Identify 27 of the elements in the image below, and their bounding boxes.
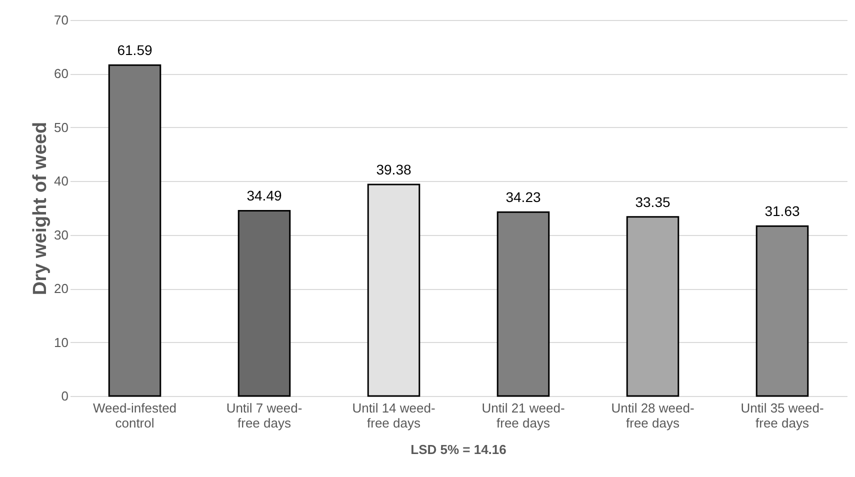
data-label: 34.49 xyxy=(246,188,282,204)
bar xyxy=(626,216,680,397)
y-tick-label: 10 xyxy=(54,334,68,350)
data-label: 34.23 xyxy=(506,189,541,206)
text: LSD 5% = 14.16 xyxy=(410,442,506,457)
y-tick-label: 50 xyxy=(54,120,68,135)
x-tick-label: Until 7 weed-free days xyxy=(226,400,302,430)
bar xyxy=(496,211,550,397)
data-label: 39.38 xyxy=(376,161,412,178)
x-tick-label: Weed-infested control xyxy=(92,400,177,430)
bar xyxy=(756,225,809,397)
y-tick-label: 20 xyxy=(54,281,68,296)
data-label: 61.59 xyxy=(117,42,152,58)
data-label: 33.35 xyxy=(635,194,670,210)
y-tick-label: 60 xyxy=(54,66,68,82)
y-tick-label: 40 xyxy=(54,174,68,189)
bar xyxy=(238,210,291,397)
x-tick-label: Until 14 weed-free days xyxy=(352,400,436,430)
x-tick-label: Until 28 weed-free days xyxy=(611,400,694,430)
y-axis-title: Dry weight of weed xyxy=(30,122,52,296)
bar xyxy=(108,64,162,397)
x-tick-label: Until 21 weed-free days xyxy=(482,400,565,430)
data-label: 31.63 xyxy=(764,203,800,220)
y-tick-label: 70 xyxy=(54,12,68,28)
y-tick-label: 30 xyxy=(54,227,68,242)
x-tick-label: Until 35 weed-free days xyxy=(740,400,824,430)
y-tick-label: 0 xyxy=(61,388,68,404)
